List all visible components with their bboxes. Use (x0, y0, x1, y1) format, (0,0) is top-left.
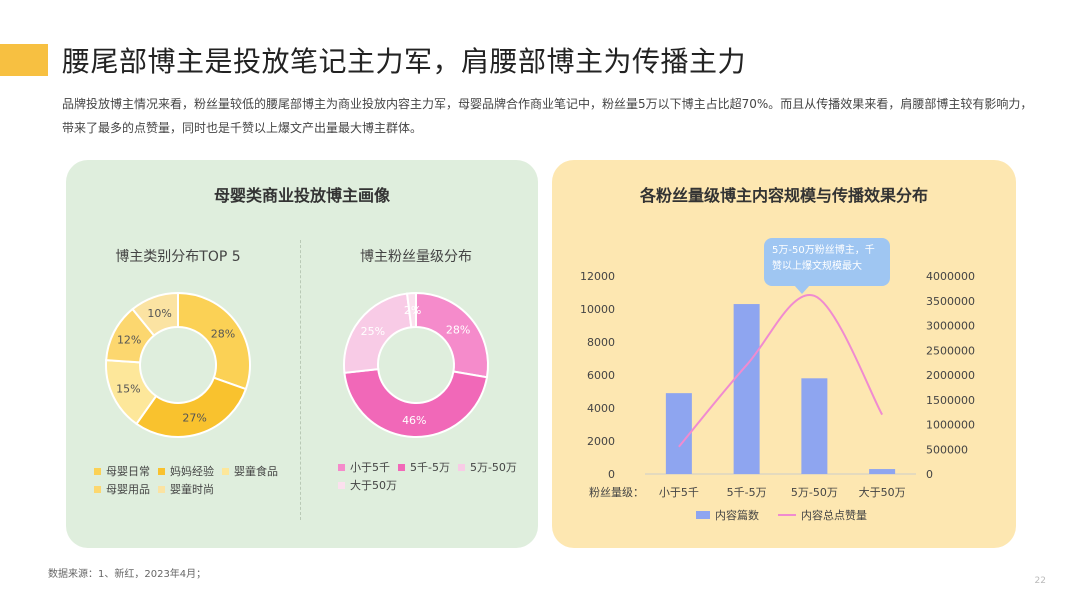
legend-swatch-bar (696, 511, 710, 519)
fans-legend-item: 小于5千 (338, 458, 390, 476)
left-axis-tick: 4000 (587, 402, 615, 415)
fans-legend-swatch (398, 463, 405, 471)
title-accent-bar (0, 44, 48, 76)
right-axis-tick: 500000 (926, 443, 968, 456)
category-legend-swatch (222, 467, 229, 475)
category-value-label: 10% (147, 307, 171, 320)
category-legend-item: 婴童食品 (222, 462, 278, 480)
total-likes-line (678, 293, 883, 448)
category-legend-label: 母婴用品 (106, 483, 150, 496)
left-panel-title: 母婴类商业投放博主画像 (213, 186, 390, 205)
left-axis-tick: 6000 (587, 369, 615, 382)
category-donut-chart: 28% 27% 15% 12% 10% (105, 291, 251, 438)
x-axis-tick: 5千-5万 (727, 486, 767, 499)
content-count-bar (869, 469, 896, 474)
category-slice (131, 291, 179, 337)
content-count-bar (665, 393, 692, 474)
x-axis-tick: 小于5千 (659, 486, 699, 499)
category-legend: 母婴日常 妈妈经验 婴童食品母婴用品 婴童时尚 (94, 462, 294, 498)
category-legend-label: 婴童食品 (234, 465, 278, 478)
fans-donut-chart: 28% 46% 25% 2% (343, 291, 489, 438)
fans-legend-label: 小于5千 (350, 461, 390, 474)
fans-legend-item: 5千-5万 (398, 458, 450, 476)
fans-legend-swatch (338, 481, 345, 489)
category-legend-swatch (94, 467, 101, 475)
category-legend-item: 婴童时尚 (158, 480, 214, 498)
right-axis-tick: 1500000 (926, 394, 975, 407)
legend-label-bar: 内容篇数 (715, 508, 759, 522)
left-axis-tick: 10000 (580, 303, 615, 316)
fans-slice (405, 291, 417, 329)
right-panel-title: 各粉丝量级博主内容规模与传播效果分布 (639, 186, 928, 205)
right-axis-tick: 4000000 (926, 270, 975, 283)
right-axis-tick: 3500000 (926, 295, 975, 308)
category-chart-title: 博主类别分布TOP 5 (115, 249, 241, 265)
category-slice (177, 291, 251, 391)
category-value-label: 27% (182, 411, 206, 424)
page-title: 腰尾部博主是投放笔记主力军，肩腰部博主为传播主力 (62, 45, 747, 78)
category-legend-swatch (158, 467, 165, 475)
category-legend-swatch (94, 485, 101, 493)
category-legend-label: 婴童时尚 (170, 483, 214, 496)
right-axis-tick: 1000000 (926, 419, 975, 432)
x-axis-tick: 大于50万 (859, 485, 906, 499)
category-value-label: 15% (116, 383, 140, 396)
fans-legend-label: 5千-5万 (410, 461, 450, 474)
content-count-bar (733, 304, 760, 474)
category-legend-item: 母婴日常 (94, 462, 150, 480)
right-axis-tick: 2500000 (926, 344, 975, 357)
combo-bar-line-chart: 0 2000 4000 6000 8000 10000 12000 0 500000 100000… (580, 270, 975, 522)
category-legend-item: 母婴用品 (94, 480, 150, 498)
fans-value-label: 25% (361, 325, 385, 338)
left-axis-tick: 12000 (580, 270, 615, 283)
right-axis-tick: 0 (926, 468, 933, 481)
right-axis-tick: 2000000 (926, 369, 975, 382)
fans-legend-item: 5万-50万 (457, 458, 517, 476)
panel-divider (300, 240, 301, 520)
category-legend-label: 母婴日常 (106, 465, 150, 478)
fans-chart-title: 博主粉丝量级分布 (360, 249, 472, 265)
category-value-label: 12% (117, 334, 141, 347)
fans-legend-item: 大于50万 (338, 476, 397, 494)
insight-callout: 5万-50万粉丝博主，千赞以上爆文规模最大 (764, 238, 890, 294)
category-legend-swatch (158, 485, 165, 493)
x-axis-prefix: 粉丝量级： (589, 486, 644, 499)
fans-legend-label: 大于50万 (350, 479, 397, 492)
fans-slice (415, 291, 489, 379)
x-axis-tick: 5万-50万 (791, 486, 838, 499)
category-legend-label: 妈妈经验 (170, 465, 214, 478)
fans-legend-swatch (338, 463, 345, 471)
fans-value-label: 2% (404, 304, 421, 317)
right-axis-tick: 3000000 (926, 320, 975, 333)
fans-legend-swatch (457, 463, 465, 471)
fans-legend: 小于5千 5千-5万 5万-50万大于50万 (338, 458, 538, 494)
data-source-note: 数据来源：1、新红，2023年4月； (48, 569, 207, 580)
left-axis-tick: 8000 (587, 336, 615, 349)
left-axis-tick: 2000 (587, 435, 615, 448)
fans-value-label: 46% (402, 414, 426, 427)
left-axis-tick: 0 (608, 468, 615, 481)
category-value-label: 28% (211, 327, 235, 340)
fans-slice (343, 368, 489, 438)
intro-paragraph: 品牌投放博主情况来看，粉丝量较低的腰尾部博主为商业投放内容主力军，母婴品牌合作商… (62, 97, 1033, 135)
category-legend-item: 妈妈经验 (158, 462, 214, 480)
reach-distribution-panel: 各粉丝量级博主内容规模与传播效果分布 (552, 160, 1016, 548)
legend-label-line: 内容总点赞量 (801, 508, 867, 522)
content-count-bar (801, 378, 828, 474)
fans-legend-label: 5万-50万 (469, 461, 517, 474)
category-slice (135, 376, 248, 438)
page-number: 22 (1034, 576, 1046, 586)
fans-value-label: 28% (446, 324, 470, 337)
